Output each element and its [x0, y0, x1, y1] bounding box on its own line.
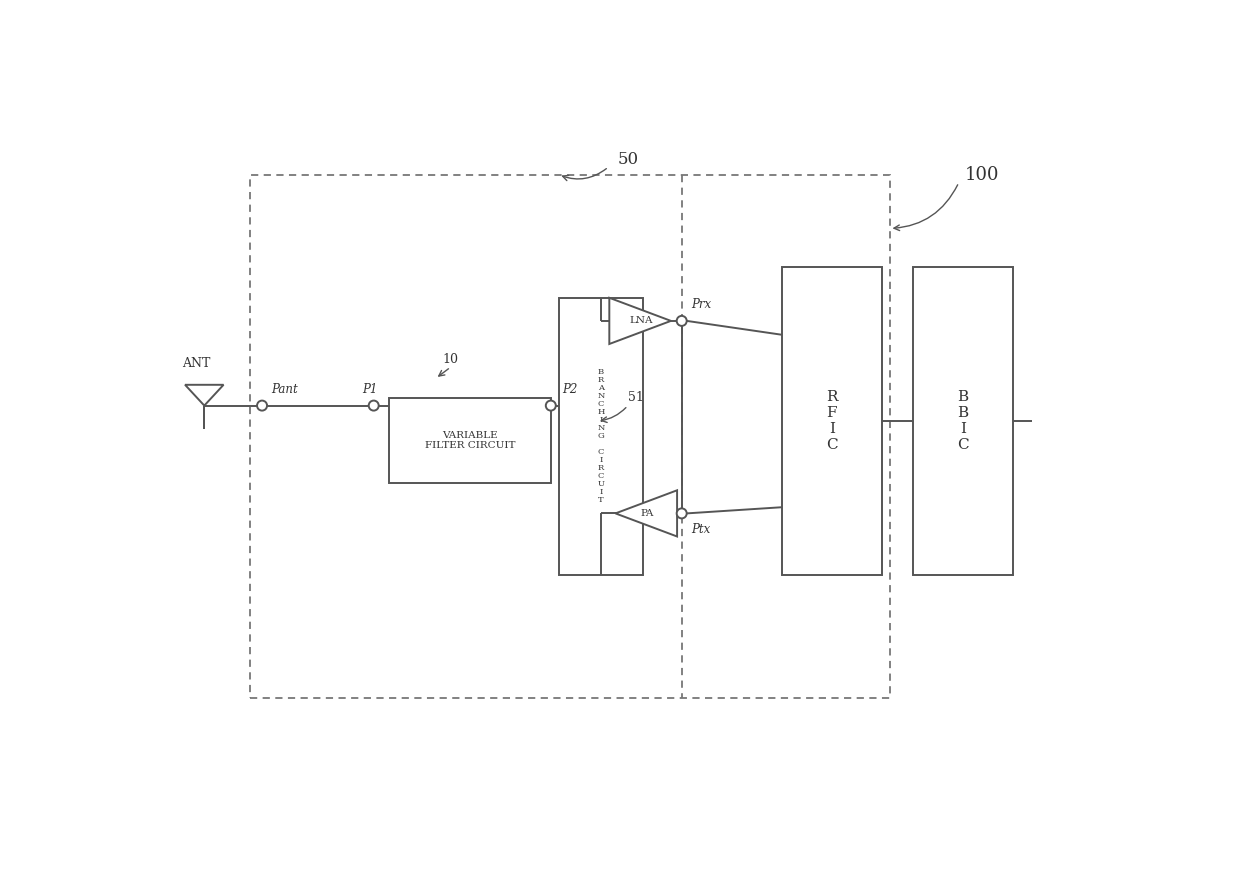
Text: 100: 100 — [965, 165, 999, 184]
Circle shape — [257, 401, 267, 410]
Bar — [913, 267, 1013, 575]
Text: LNA: LNA — [629, 316, 652, 326]
Text: R
F
I
C: R F I C — [826, 389, 838, 452]
Text: P1: P1 — [362, 382, 377, 395]
Bar — [250, 174, 889, 699]
Circle shape — [546, 401, 556, 410]
Bar — [558, 298, 644, 575]
Polygon shape — [609, 298, 671, 344]
Text: Pant: Pant — [272, 382, 298, 395]
Text: Prx: Prx — [691, 298, 711, 311]
Circle shape — [368, 401, 378, 410]
Text: 10: 10 — [443, 353, 459, 366]
Circle shape — [677, 316, 687, 326]
Text: 50: 50 — [618, 151, 639, 168]
Text: B
R
A
N
C
H
I
N
G
 
C
I
R
C
U
I
T: B R A N C H I N G C I R C U I T — [598, 368, 605, 504]
Text: VARIABLE
FILTER CIRCUIT: VARIABLE FILTER CIRCUIT — [424, 430, 515, 450]
Text: ANT: ANT — [182, 357, 211, 370]
Text: B
B
I
C: B B I C — [957, 389, 968, 452]
Bar — [781, 267, 882, 575]
Text: Ptx: Ptx — [691, 523, 711, 537]
Circle shape — [677, 509, 687, 518]
Bar — [389, 398, 551, 483]
Text: P2: P2 — [563, 382, 578, 395]
Polygon shape — [615, 490, 677, 537]
Polygon shape — [185, 385, 223, 406]
Text: 51: 51 — [627, 391, 644, 404]
Text: PA: PA — [640, 509, 653, 518]
